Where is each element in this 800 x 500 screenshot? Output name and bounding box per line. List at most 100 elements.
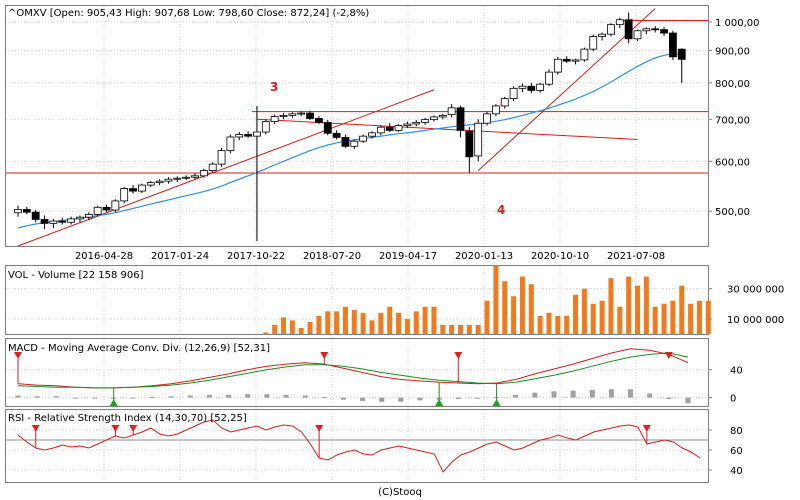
volume-bar: [316, 315, 322, 334]
candle-body: [199, 170, 208, 177]
candle-body: [518, 85, 527, 89]
volume-bar: [590, 303, 596, 334]
candle-body: [191, 175, 199, 178]
candle-body: [297, 112, 306, 115]
macd-histogram-bar: [321, 396, 327, 398]
volume-bar: [581, 288, 587, 334]
volume-bar: [537, 315, 543, 334]
macd-histogram-bar: [532, 392, 538, 398]
macd-histogram-bar: [34, 396, 40, 398]
annotation-3: 3: [270, 80, 278, 94]
date-tick-label: 2016-04-28: [75, 251, 133, 262]
volume-bar: [688, 303, 694, 334]
candle-body: [137, 184, 146, 192]
volume-bar: [617, 306, 623, 334]
candle-body: [438, 114, 447, 118]
candle-body: [182, 176, 191, 179]
macd-histogram-bar: [379, 397, 385, 402]
volume-bar: [387, 306, 393, 334]
macd-histogram: [15, 389, 691, 404]
macd-histogram-bar: [455, 397, 461, 400]
candle-body: [102, 206, 111, 211]
volume-bar: [635, 285, 640, 334]
macd-histogram-bar: [608, 389, 614, 398]
volume-panel-title: VOL - Volume [22 158 906]: [8, 270, 144, 281]
price-tick-label: 1 000,00: [715, 18, 760, 29]
candle-body: [270, 116, 279, 123]
candle-body: [67, 218, 75, 223]
candle-body: [84, 214, 93, 218]
date-x-axis: 2016-04-28 2017-01-24 2017-10-22 2018-07-20…: [75, 251, 665, 262]
sell-signal-arrow: [454, 352, 463, 359]
candle-body: [491, 105, 500, 115]
macd-histogram-bar: [264, 394, 270, 398]
candle-body: [40, 219, 49, 224]
candle-body: [323, 122, 332, 134]
candle-body: [571, 59, 580, 62]
volume-bar: [289, 320, 295, 334]
candle-body: [58, 220, 67, 223]
candle-body: [456, 107, 465, 131]
rsi-sell-signal-arrow: [129, 425, 138, 432]
rsi-polyline: [17, 419, 701, 473]
candle-body: [376, 126, 385, 134]
macd-histogram-bar: [417, 397, 423, 401]
volume-bar: [378, 312, 384, 334]
volume-bar: [422, 306, 428, 334]
rsi-tick-label: 80: [730, 426, 743, 437]
volume-bar: [626, 276, 632, 334]
price-tick-label: 900,00: [715, 47, 750, 58]
volume-y-axis: 10 000 000 30 000 000: [708, 285, 784, 326]
rsi-signal-markers: [31, 425, 651, 458]
candle-body: [642, 28, 651, 32]
volume-tick-label: 10 000 000: [727, 315, 784, 326]
volume-bar: [573, 294, 579, 334]
volume-bar: [334, 311, 340, 334]
price-y-axis: 500,00 600,00 700,00 800,00 900,00 1 000,00: [708, 18, 760, 218]
date-tick-label: 2021-07-08: [607, 251, 665, 262]
candle-body: [146, 182, 155, 186]
volume-bar: [670, 300, 676, 334]
date-tick-label: 2020-01-13: [455, 251, 513, 262]
candle-body: [624, 19, 633, 40]
macd-histogram-bar: [551, 391, 557, 398]
macd-histogram-bar: [589, 389, 595, 398]
candle-body: [615, 19, 624, 26]
rsi-panel-title: RSI - Relative Strength Index (14,30,70)…: [8, 413, 247, 424]
candle-body: [226, 136, 235, 152]
volume-bar: [307, 321, 313, 334]
volume-bar: [342, 306, 348, 334]
macd-histogram-bar: [570, 390, 576, 398]
candle-body: [580, 48, 589, 61]
volume-bar: [564, 315, 570, 334]
volume-bar: [519, 276, 525, 334]
candle-body: [244, 134, 253, 137]
macd-histogram-bar: [226, 394, 232, 398]
rsi-sell-signal-arrow: [315, 425, 324, 432]
macd-histogram-bar: [666, 397, 672, 400]
volume-bar: [466, 324, 472, 334]
volume-bar: [528, 284, 534, 334]
candle-body: [394, 125, 403, 131]
buy-signal-arrow: [492, 399, 501, 406]
price-panel: [5, 5, 709, 247]
rsi-sell-signal-arrow: [111, 425, 120, 432]
candle-body: [22, 209, 31, 213]
candle-body: [155, 180, 164, 184]
candle-body: [536, 83, 545, 91]
macd-tick-label: 40: [730, 366, 743, 377]
volume-bar: [449, 324, 455, 334]
macd-histogram-bar: [187, 395, 193, 398]
candle-body: [660, 29, 668, 34]
macd-histogram-bar: [283, 394, 289, 398]
candle-body: [677, 48, 686, 60]
volume-bar: [351, 309, 357, 334]
macd-histogram-bar: [302, 395, 308, 398]
candle-body: [545, 71, 553, 85]
candle-body: [607, 24, 615, 35]
volume-bar: [272, 324, 278, 334]
candle-body: [279, 114, 288, 117]
candle-body: [465, 130, 474, 158]
rsi-tick-label: 40: [730, 466, 743, 477]
